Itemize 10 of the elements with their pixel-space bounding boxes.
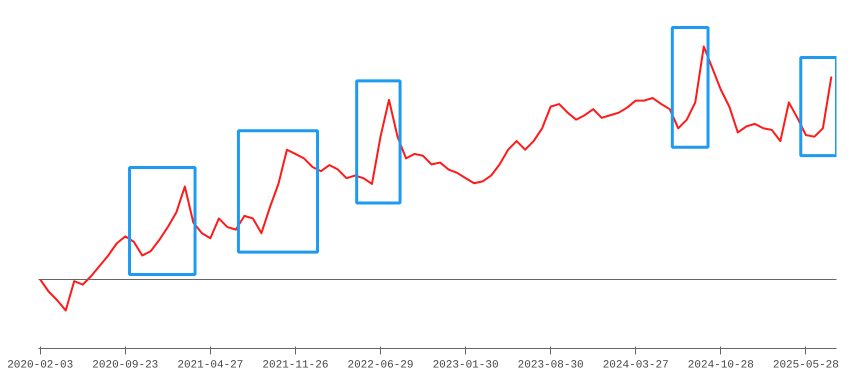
x-tick-label: 2021-11-26 [262,360,328,372]
x-tick-label: 2024-03-27 [602,360,669,372]
x-tick-label: 2023-08-30 [518,360,584,372]
x-tick-label: 2021-04-27 [177,360,244,372]
x-tick-label: 2020-02-03 [7,360,74,372]
x-tick-label: 2025-05-28 [772,360,839,372]
x-tick-label: 2020-09-23 [92,360,158,372]
x-tick-label: 2023-01-30 [432,360,499,372]
x-tick-label: 2022-06-29 [347,360,414,372]
x-tick-label: 2024-10-28 [688,360,754,372]
